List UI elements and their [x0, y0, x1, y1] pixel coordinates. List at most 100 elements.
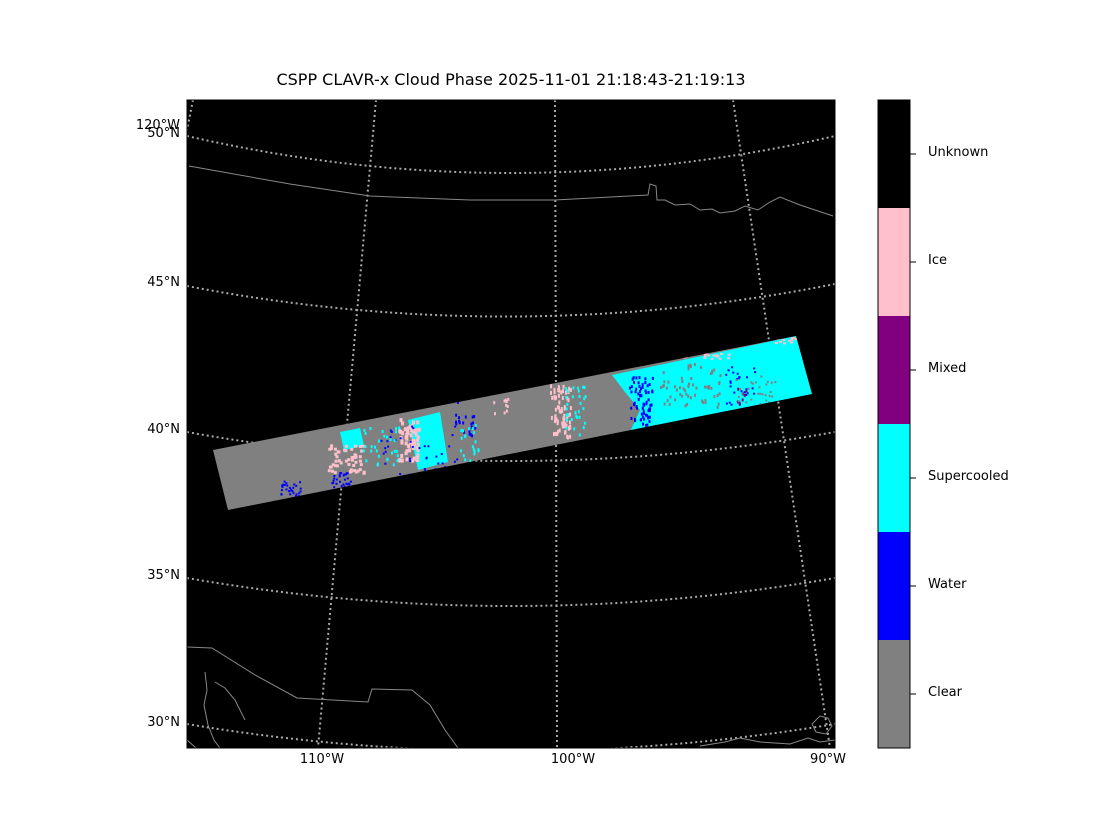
- swath-pixel-water: [292, 486, 295, 489]
- swath-pixel-ice: [410, 443, 414, 448]
- swath-pixel-ice: [787, 339, 791, 342]
- swath-pixel-supercooled: [374, 445, 376, 449]
- swath-pixel-water: [643, 411, 645, 415]
- swath-pixel-water: [386, 440, 389, 443]
- swath-pixel-water: [333, 477, 336, 480]
- swath-pixel-ice: [558, 400, 561, 405]
- gulf-coast: [699, 737, 835, 747]
- swath-pixel-ice: [715, 355, 719, 358]
- swath-pixel-water: [455, 422, 458, 426]
- swath-pixel-ice: [335, 455, 339, 459]
- swath-pixel-ice: [361, 444, 365, 448]
- sw-corner-coast: [187, 739, 197, 748]
- swath-pixel-ice: [408, 448, 412, 453]
- florida-bits: [811, 715, 833, 735]
- swath-pixel-water: [468, 429, 471, 433]
- baja-coast: [203, 671, 221, 748]
- swath-pixel-ice: [350, 458, 354, 462]
- swath-pixel-water: [646, 423, 649, 427]
- swath-pixel-water: [646, 384, 649, 388]
- swath-pixel-supercooled: [471, 427, 474, 431]
- swath-pixel-water: [644, 413, 647, 417]
- swath-pixel-water: [340, 485, 343, 488]
- swath-pixel-water: [650, 403, 653, 407]
- swath-pixel-ice: [715, 354, 718, 357]
- swath-pixel-ice: [334, 459, 338, 463]
- swath-pixel-ice: [557, 393, 560, 398]
- swath-pixel-supercooled: [570, 418, 573, 422]
- swath-pixel-water: [298, 492, 301, 495]
- swath-pixel-supercooled: [389, 438, 392, 442]
- swath-pixel-water: [408, 457, 411, 460]
- swath-pixel-ice: [493, 401, 496, 405]
- swath-pixel-ice: [565, 390, 567, 395]
- swath-pixel-supercooled: [392, 463, 395, 467]
- swath-pixel-ice: [568, 386, 571, 391]
- swath-pixel-water: [648, 383, 651, 387]
- swath-pixel-water: [384, 462, 387, 465]
- swath-pixel-ice: [406, 430, 410, 435]
- swath-pixel-ice: [356, 469, 360, 473]
- swath-pixel-ice: [358, 468, 362, 472]
- swath-pixel-water: [346, 472, 349, 475]
- swath-pixel-water: [646, 414, 649, 418]
- swath-pixel-supercooled: [462, 429, 464, 433]
- swath-pixel-supercooled: [369, 427, 372, 430]
- swath-pixel-ice: [335, 464, 339, 468]
- swath-pixel-water: [285, 482, 288, 485]
- swath-pixel-water: [728, 401, 731, 404]
- swath-pixel-ice: [360, 449, 364, 453]
- swath-pixel-clear: [679, 386, 681, 390]
- swath-pixel-water: [635, 387, 638, 391]
- swath-pixel-clear: [737, 395, 740, 398]
- swath-pixel-clear: [689, 365, 692, 369]
- swath-pixel-water: [754, 371, 757, 374]
- swath-pixel-water: [651, 376, 654, 380]
- swath-pixel-ice: [415, 457, 419, 462]
- swath-pixel-supercooled: [575, 414, 578, 418]
- swath-pixel-ice: [417, 427, 421, 432]
- swath-pixel-clear: [681, 394, 684, 398]
- swath-pixel-water: [471, 434, 474, 438]
- swath-pixel-supercooled: [364, 431, 367, 435]
- us-mexico-border: [187, 646, 459, 748]
- swath-pixel-clear: [692, 383, 695, 387]
- swath-pixel-ice: [358, 455, 362, 459]
- swath-pixel-water: [630, 417, 633, 420]
- swath-pixel-ice: [555, 417, 558, 422]
- swath-pixel-supercooled: [571, 395, 574, 399]
- swath-pixel-water: [746, 392, 749, 395]
- swath-pixel-clear: [663, 380, 666, 384]
- swath-pixel-ice: [563, 413, 566, 418]
- swath-pixel-ice: [553, 432, 555, 437]
- swath-pixel-water: [730, 403, 733, 406]
- swath-pixel-supercooled: [396, 454, 399, 458]
- swath-pixel-water: [455, 420, 457, 424]
- swath-pixel-supercooled: [474, 424, 477, 427]
- swath-pixel-supercooled: [583, 397, 586, 401]
- swath-pixel-supercooled: [395, 449, 398, 453]
- swath-pixel-water: [640, 387, 642, 391]
- swath-pixel-water: [641, 406, 644, 410]
- swath-pixel-clear: [711, 371, 714, 375]
- swath-pixel-ice: [405, 457, 409, 462]
- swath-pixel-clear: [699, 365, 702, 369]
- swath-pixel-clear: [679, 393, 682, 396]
- swath-pixel-water: [411, 445, 414, 448]
- swath-pixel-clear: [774, 381, 777, 384]
- baja-coast-east: [214, 681, 246, 721]
- colorbar-label-unknown: Unknown: [928, 145, 989, 160]
- chart-title: CSPP CLAVR-x Cloud Phase 2025-11-01 21:1…: [276, 70, 746, 89]
- swath-pixel-water: [725, 373, 728, 376]
- swath-pixel-clear: [707, 386, 710, 390]
- swath-pixel-water: [335, 482, 338, 485]
- swath-pixel-ice: [329, 447, 333, 450]
- swath-pixel-ice: [337, 459, 341, 463]
- swath-pixel-clear: [687, 394, 690, 398]
- swath-pixel-clear: [768, 395, 771, 397]
- swath-pixel-water: [332, 479, 335, 482]
- swath-pixel-water: [343, 473, 346, 476]
- swath-pixel-water: [457, 400, 459, 404]
- swath-pixel-ice: [329, 465, 333, 469]
- swath-pixel-ice: [506, 405, 509, 408]
